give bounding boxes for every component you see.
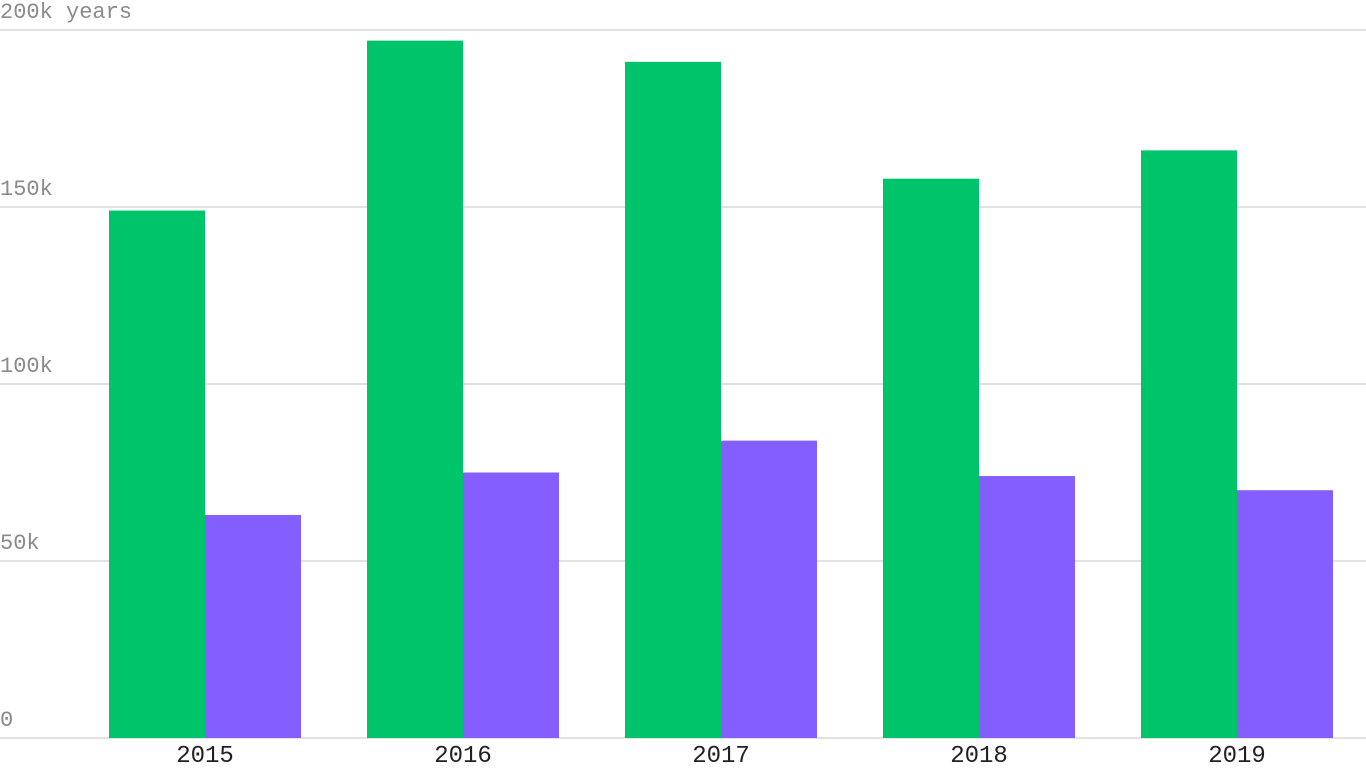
bar (1237, 490, 1333, 738)
x-tick-label: 2019 (1208, 743, 1266, 768)
bar (109, 210, 205, 739)
bar (625, 61, 721, 739)
bar (979, 476, 1075, 738)
bar (463, 472, 559, 738)
y-tick-label: 0 (0, 708, 13, 733)
y-tick-label: 150k (0, 177, 53, 202)
bar (205, 514, 301, 738)
x-tick-label: 2016 (434, 743, 492, 768)
y-tick-label: 200k years (0, 0, 132, 25)
y-tick-label: 50k (0, 531, 40, 556)
y-tick-label: 100k (0, 354, 53, 379)
bar (367, 40, 463, 739)
bar (721, 440, 817, 738)
bar (1141, 150, 1237, 739)
x-tick-label: 2015 (176, 743, 234, 768)
x-tick-label: 2018 (950, 743, 1008, 768)
x-tick-label: 2017 (692, 743, 750, 768)
bar (883, 178, 979, 738)
